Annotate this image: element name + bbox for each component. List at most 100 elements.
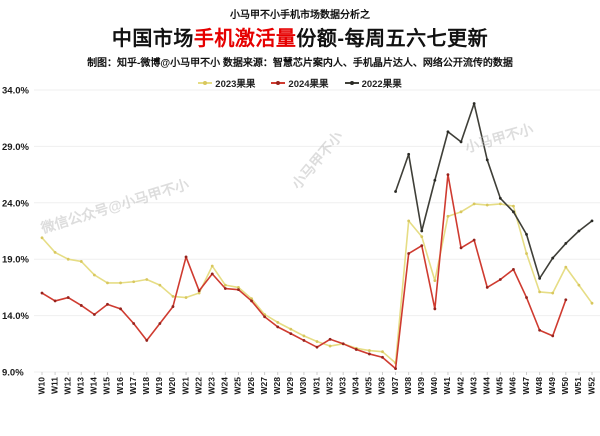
x-tick-label: W20	[167, 377, 177, 395]
data-point-2023果果	[420, 235, 424, 239]
x-tick-label: W48	[534, 377, 544, 395]
legend-item-2022果果: 2022果果	[344, 76, 402, 90]
data-point-2023果果	[538, 290, 542, 294]
data-point-2022果果	[512, 210, 515, 214]
source-subtitle: 制图：知乎-微博@小马甲不小 数据来源：智慧芯片案内人、手机晶片达人、网络公开流…	[87, 58, 513, 69]
data-point-2024果果	[472, 238, 476, 242]
data-point-2022果果	[485, 158, 489, 162]
data-point-2024果果	[237, 288, 240, 292]
data-point-2024果果	[446, 173, 450, 177]
x-tick-label: W39	[416, 377, 426, 395]
data-point-2023果果	[210, 264, 214, 268]
data-point-2024果果	[171, 305, 175, 308]
x-tick-label: W19	[154, 377, 164, 395]
data-point-2022果果	[498, 196, 502, 200]
x-tick-label: W41	[442, 377, 452, 395]
chart-legend: 2023果果 2024果果 2022果果	[0, 76, 600, 90]
data-point-2022果果	[577, 229, 581, 233]
x-tick-label: W16	[115, 377, 125, 395]
chart-line-2022果果	[394, 102, 593, 280]
data-point-2024果果	[289, 332, 293, 336]
x-tick-label: W10	[36, 377, 46, 395]
data-point-2023果果	[328, 344, 332, 348]
legend-label: 2023果果	[215, 79, 256, 90]
data-point-2024果果	[92, 313, 96, 316]
x-tick-label: W12	[62, 377, 72, 395]
x-tick-label: W43	[468, 377, 478, 395]
data-point-2022果果	[433, 178, 437, 182]
data-point-2023果果	[53, 251, 57, 254]
data-point-2022果果	[538, 276, 542, 280]
legend-label: 2024果果	[288, 79, 329, 90]
data-point-2022果果	[446, 130, 450, 134]
data-point-2023果果	[276, 320, 280, 324]
data-point-2022果果	[459, 140, 463, 144]
data-point-2022果果	[525, 232, 528, 236]
data-point-2023果果	[498, 202, 502, 206]
data-point-2024果果	[525, 296, 528, 299]
page-title: 中国市场手机激活量份额-每周五六七更新	[0, 22, 600, 51]
data-point-2024果果	[119, 307, 122, 311]
legend-line-icon	[344, 81, 359, 85]
data-point-2024果果	[315, 345, 319, 349]
data-point-2024果果	[197, 289, 201, 293]
x-tick-label: W22	[193, 377, 203, 395]
data-point-2022果果	[564, 242, 568, 245]
data-point-2023果果	[577, 283, 581, 287]
data-point-2023果果	[145, 278, 149, 281]
x-tick-label: W24	[220, 377, 230, 395]
data-point-2024果果	[302, 339, 306, 342]
x-tick-label: W11	[49, 377, 59, 394]
x-tick-label: W28	[272, 377, 282, 395]
chart-line-2023果果	[41, 203, 593, 364]
x-tick-label: W26	[246, 377, 256, 395]
data-point-2024果果	[367, 352, 371, 356]
x-tick-label: W51	[573, 377, 583, 395]
data-point-2024果果	[40, 291, 44, 295]
data-point-2023果果	[132, 280, 136, 284]
data-point-2024果果	[551, 334, 555, 338]
x-tick-label: W27	[259, 377, 269, 395]
data-point-2024果果	[433, 307, 437, 311]
data-point-2022果果	[420, 229, 424, 233]
x-tick-label: W42	[455, 377, 465, 395]
data-point-2024果果	[381, 355, 384, 359]
x-tick-label: W34	[351, 377, 361, 395]
x-tick-label: W13	[76, 377, 86, 395]
x-tick-label: W38	[403, 377, 413, 395]
data-point-2024果果	[276, 325, 280, 329]
data-point-2024果果	[459, 246, 463, 250]
data-point-2022果果	[472, 102, 476, 105]
data-point-2024果果	[66, 296, 70, 299]
data-point-2024果果	[485, 286, 489, 289]
data-point-2023果果	[158, 283, 162, 287]
data-point-2024果果	[341, 342, 345, 346]
data-point-2023果果	[223, 283, 227, 287]
x-tick-label: W36	[377, 377, 387, 395]
x-tick-label: W18	[141, 377, 151, 395]
data-point-2023果果	[315, 340, 319, 343]
legend-line-icon	[198, 81, 213, 85]
y-tick-label: 9.0%	[2, 368, 24, 379]
data-point-2022果果	[394, 190, 397, 193]
x-tick-label: W14	[89, 377, 99, 395]
data-point-2022果果	[407, 152, 411, 156]
x-tick-label: W21	[180, 377, 190, 395]
data-point-2024果果	[250, 299, 253, 303]
data-point-2023果果	[289, 327, 293, 331]
x-tick-label: W45	[495, 377, 505, 395]
x-tick-label: W44	[481, 377, 491, 395]
data-point-2024果果	[564, 298, 568, 302]
data-point-2024果果	[223, 287, 227, 290]
x-tick-label: W17	[128, 377, 138, 395]
data-point-2023果果	[564, 265, 568, 269]
data-point-2023果果	[551, 291, 555, 295]
data-point-2024果果	[420, 244, 424, 248]
data-point-2024果果	[263, 315, 267, 319]
data-point-2024果果	[132, 322, 136, 325]
data-point-2023果果	[119, 281, 122, 285]
x-tick-label: W15	[102, 377, 112, 395]
x-tick-label: W35	[364, 377, 374, 395]
data-point-2023果果	[184, 296, 188, 299]
data-point-2023果果	[197, 291, 201, 295]
